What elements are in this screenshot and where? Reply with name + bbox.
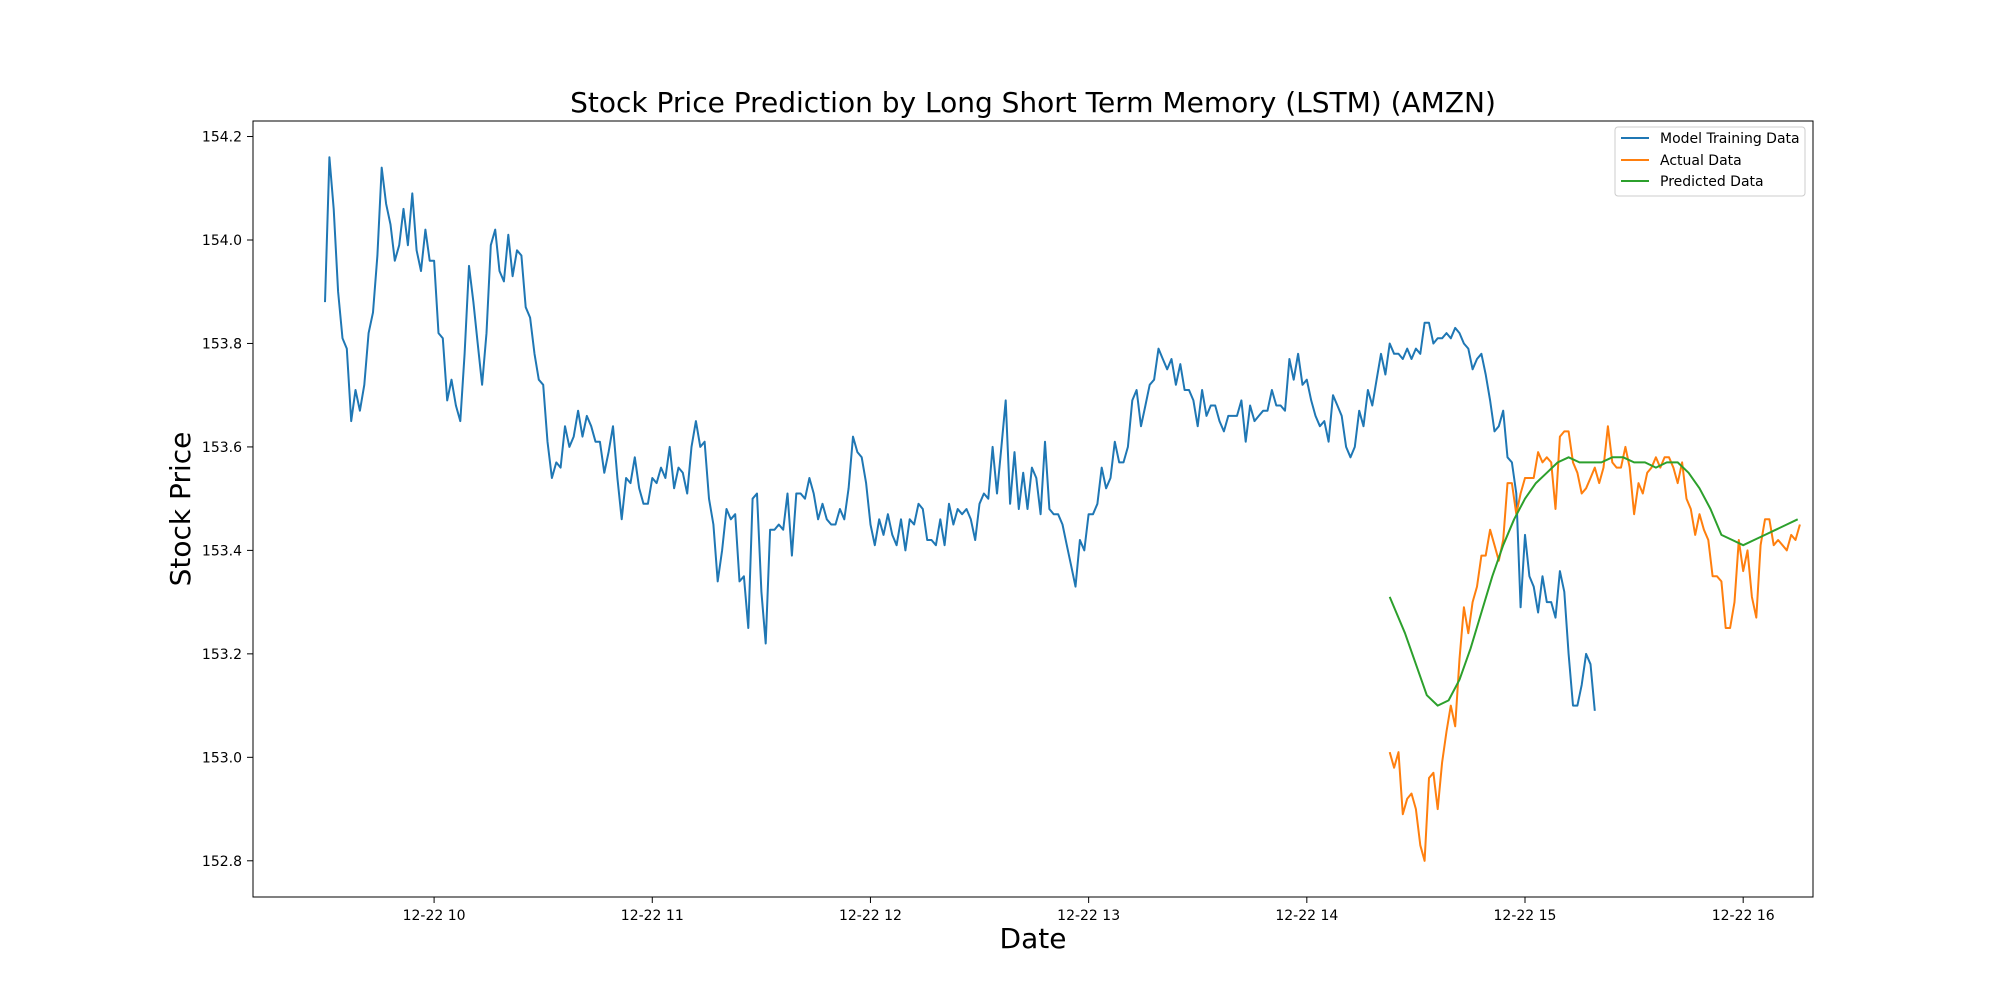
y-tick-label: 153.4: [202, 543, 242, 559]
y-tick-label: 153.8: [202, 336, 242, 352]
x-axis: 12-22 10 12-22 11 12-22 12 12-22 13 12-22 14…: [403, 897, 1775, 924]
series-layer: [324, 156, 1801, 862]
y-axis: 152.8 153.0 153.2 153.4 153.6 153.8 154.0 154.2: [202, 130, 253, 870]
legend-label-training: Model Training Data: [1660, 131, 1800, 147]
series-line-2: [1388, 425, 1801, 862]
y-tick-label: 152.8: [202, 854, 242, 870]
legend-box: [1614, 126, 1806, 197]
y-axis-title: Stock Price: [164, 432, 197, 587]
x-tick-label: 12-22 15: [1494, 908, 1557, 924]
y-tick-label: 154.0: [202, 233, 242, 249]
chart-title: Stock Price Prediction by Long Short Ter…: [570, 86, 1496, 119]
x-tick-label: 12-22 10: [403, 908, 466, 924]
legend-label-actual: Actual Data: [1660, 153, 1742, 169]
y-tick-label: 154.2: [202, 130, 242, 146]
series-line-1: [324, 156, 1596, 711]
x-axis-title: Date: [1000, 922, 1067, 955]
x-tick-label: 12-22 16: [1712, 908, 1775, 924]
x-tick-label: 12-22 11: [621, 908, 684, 924]
series-line-3: [1388, 456, 1799, 707]
x-tick-label: 12-22 13: [1057, 908, 1120, 924]
y-tick-label: 153.2: [202, 647, 242, 663]
legend-label-predicted: Predicted Data: [1660, 174, 1764, 190]
legend: Model Training Data Actual Data Predicte…: [1614, 126, 1806, 197]
x-tick-label: 12-22 14: [1275, 908, 1338, 924]
y-tick-label: 153.6: [202, 440, 242, 456]
plot-frame: [252, 120, 1814, 898]
y-tick-label: 153.0: [202, 750, 242, 766]
x-tick-label: 12-22 12: [839, 908, 902, 924]
